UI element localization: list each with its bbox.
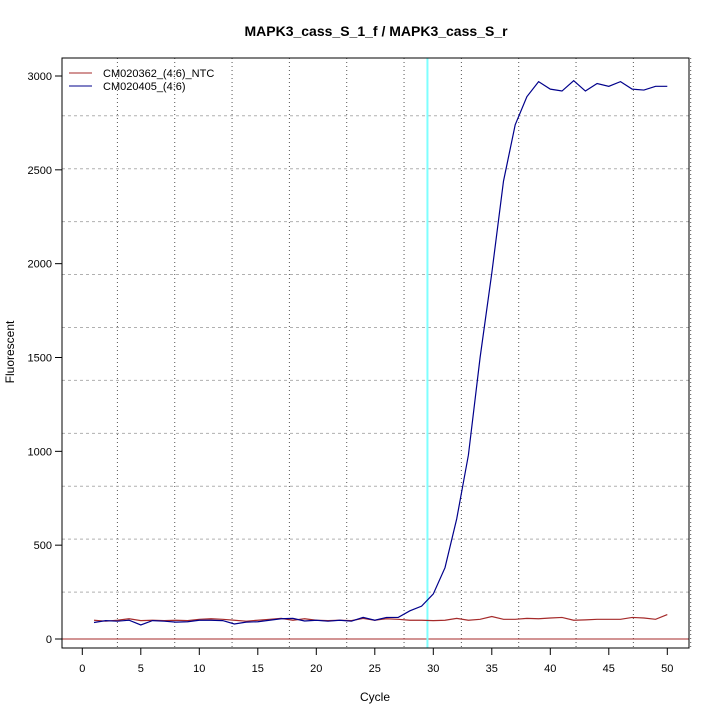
- x-tick-label: 10: [193, 663, 205, 675]
- legend-label: CM020405_(4:6): [103, 81, 186, 93]
- series-line: [93, 79, 668, 626]
- chart-title: MAPK3_cass_S_1_f / MAPK3_cass_S_r: [244, 23, 508, 39]
- legend-label: CM020362_(4:6)_NTC: [103, 68, 214, 80]
- grid: [62, 58, 692, 648]
- x-tick-label: 20: [310, 663, 322, 675]
- plot-frame: [61, 57, 690, 649]
- series-group: [93, 79, 668, 626]
- x-tick-label: 40: [544, 663, 556, 675]
- series-line: [93, 614, 668, 622]
- y-axis: 0 500 1000 1500 2000 2500 3000: [28, 71, 62, 646]
- y-tick-label: 3000: [28, 71, 52, 83]
- x-axis: 0 5 10 15 20 25 30 35 40 45 50: [79, 648, 673, 675]
- y-tick-label: 1000: [28, 446, 52, 458]
- x-tick-label: 30: [427, 663, 439, 675]
- x-tick-label: 35: [486, 663, 498, 675]
- y-axis-label: Fluorescent: [3, 320, 17, 383]
- x-axis-label: Cycle: [360, 690, 390, 704]
- y-tick-label: 2500: [28, 165, 52, 177]
- y-tick-label: 500: [34, 540, 52, 552]
- x-tick-label: 45: [603, 663, 615, 675]
- x-tick-label: 50: [661, 663, 673, 675]
- x-tick-label: 15: [252, 663, 264, 675]
- y-tick-label: 2000: [28, 259, 52, 271]
- x-tick-label: 5: [138, 663, 144, 675]
- x-tick-label: 25: [369, 663, 381, 675]
- y-tick-label: 0: [46, 634, 52, 646]
- y-tick-label: 1500: [28, 353, 52, 365]
- x-tick-label: 0: [79, 663, 85, 675]
